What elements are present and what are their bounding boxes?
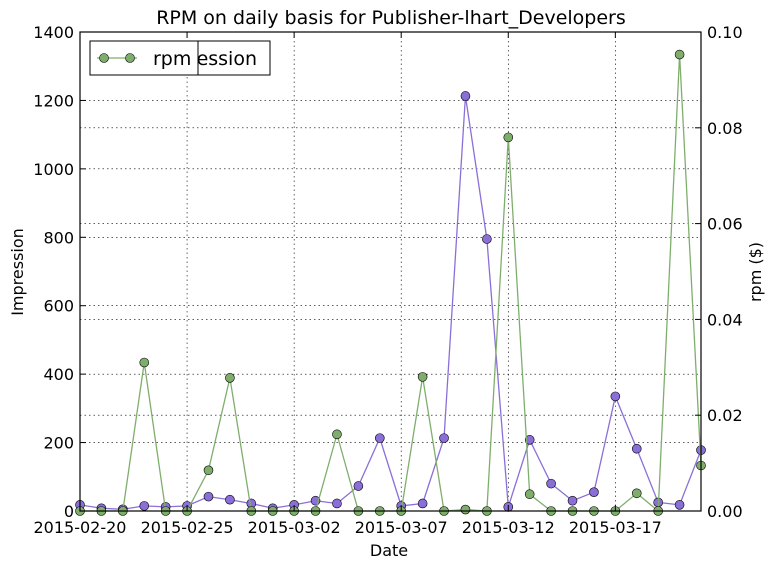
data-point-impression (589, 487, 599, 497)
data-point-impression (610, 391, 621, 402)
y-tick-label-left: 400 (43, 365, 74, 384)
y-tick-label-right: 0.10 (707, 23, 743, 42)
y-axis-title-left: Impression (8, 228, 27, 316)
data-point-rpm (631, 488, 642, 499)
legend-rpm: rpm (89, 40, 199, 76)
data-point-rpm (332, 429, 342, 440)
data-point-impression (482, 234, 492, 244)
x-axis-title: Date (370, 541, 408, 560)
data-point-rpm (225, 373, 235, 383)
data-point-rpm (417, 372, 428, 382)
data-point-rpm (674, 49, 685, 60)
data-point-rpm (139, 357, 150, 368)
data-point-impression (203, 491, 214, 502)
data-point-impression (332, 498, 342, 509)
y-tick-label-left: 1400 (33, 23, 74, 42)
y-tick-label-left: 600 (43, 297, 74, 316)
data-point-rpm (524, 489, 535, 500)
legend-marker-rpm (125, 53, 135, 63)
x-tick-label: 2015-03-12 (462, 518, 555, 537)
y-tick-label-left: 800 (43, 228, 74, 247)
y-tick-label-right: 0.08 (707, 119, 743, 138)
data-point-rpm (460, 504, 471, 515)
data-point-rpm (503, 132, 514, 143)
legend-label-rpm: rpm (153, 48, 191, 70)
legend-marker-rpm (99, 53, 109, 63)
data-point-impression (439, 433, 449, 443)
data-point-impression (374, 433, 385, 443)
ticks: 2015-02-20 2015-02-25 2015-03-02 2015-03-07… (33, 23, 742, 537)
data-point-impression (353, 481, 364, 491)
y-tick-label-right: 0.04 (707, 310, 743, 329)
series-rpm (75, 49, 706, 516)
data-point-rpm (203, 465, 214, 476)
y-tick-label-right: 0.00 (707, 502, 743, 521)
data-point-impression (417, 498, 428, 509)
data-point-impression (546, 478, 556, 489)
grid (79, 31, 701, 512)
x-tick-label: 2015-02-25 (141, 518, 234, 537)
x-tick-label: 2015-03-07 (355, 518, 448, 537)
series-layer (75, 49, 706, 516)
y-tick-label-right: 0.02 (707, 406, 743, 425)
y-tick-label-left: 1000 (33, 160, 74, 179)
data-point-impression (631, 443, 642, 454)
plot-frame (79, 31, 702, 512)
series-line-impression (79, 95, 702, 510)
data-point-impression (567, 495, 578, 506)
data-point-impression (225, 494, 235, 505)
x-tick-label: 2015-03-02 (248, 518, 341, 537)
y-tick-label-right: 0.06 (707, 215, 743, 234)
data-point-impression (139, 501, 150, 511)
chart-title: RPM on daily basis for Publisher-lhart_D… (156, 7, 626, 29)
series-impression (75, 91, 706, 515)
data-point-impression (674, 500, 685, 510)
x-tick-label: 2015-02-20 (34, 518, 127, 537)
x-tick-label: 2015-03-17 (569, 518, 662, 537)
data-point-impression (524, 435, 535, 445)
y-tick-label-left: 200 (43, 434, 74, 453)
y-tick-label-left: 0 (64, 502, 74, 521)
y-tick-label-left: 1200 (33, 91, 74, 110)
y-axis-title-right: rpm ($) (746, 242, 765, 302)
data-point-impression (460, 91, 471, 101)
